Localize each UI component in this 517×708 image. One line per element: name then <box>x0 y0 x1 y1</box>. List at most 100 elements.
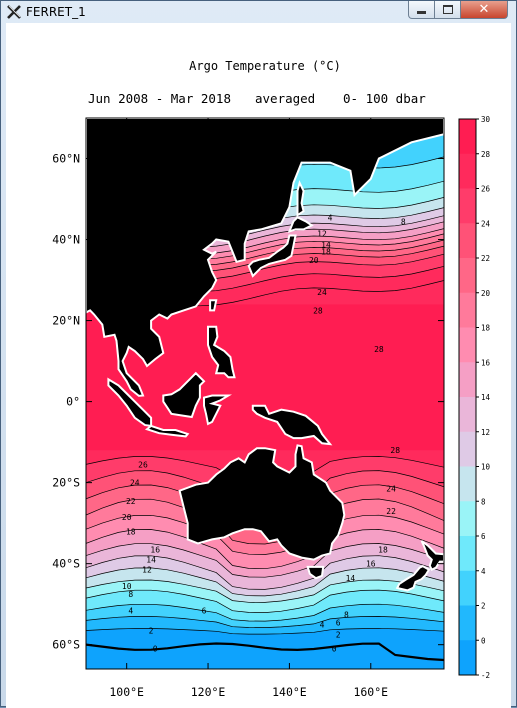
land-borneo <box>162 371 206 419</box>
depth-range-label: 0- 100 dbar <box>343 91 426 106</box>
contour-label: 8 <box>344 610 349 619</box>
colorbar-swatch <box>459 397 476 433</box>
contour-label: 0 <box>332 645 337 654</box>
colorbar-tick-label: 6 <box>481 532 486 541</box>
colorbar-tick-label: 0 <box>481 636 486 645</box>
land-taiwan <box>209 299 218 312</box>
isoline <box>86 579 444 603</box>
land-new-guinea <box>251 404 333 446</box>
time-range-label: Jun 2008 - Mar 2018 <box>88 91 231 106</box>
y-tick-label: 20°S <box>52 476 80 490</box>
contour-label: 10 <box>122 582 132 591</box>
averaged-label: averaged <box>255 91 315 106</box>
x-tick-label: 140°E <box>272 685 307 699</box>
contour-label: 8 <box>401 217 406 226</box>
colorbar-tick-label: 14 <box>481 393 491 402</box>
colorbar-tick-label: 22 <box>481 254 490 263</box>
land-hokkaido <box>287 216 314 234</box>
colorbar-tick-label: 26 <box>481 185 491 194</box>
plot-title: Argo Temperature (°C) <box>189 59 341 73</box>
colorbar-swatch <box>459 258 476 294</box>
contour-label: 22 <box>126 497 136 506</box>
colorbar-tick-label: -2 <box>481 671 490 680</box>
land-australia <box>178 444 346 561</box>
contour-label: 26 <box>138 460 148 469</box>
contour-label: 24 <box>130 479 140 488</box>
y-tick-label: 60°N <box>52 152 80 166</box>
isoline <box>86 589 444 613</box>
land-japan <box>247 234 297 278</box>
contour-label: 18 <box>126 527 136 536</box>
map-frame <box>85 117 445 670</box>
colorbar-swatch <box>459 119 476 155</box>
x-tick-label: 160°E <box>353 685 388 699</box>
colorbar-tick-label: 18 <box>481 324 491 333</box>
land-asia <box>86 118 444 397</box>
contour-label: 24 <box>386 485 396 494</box>
window-title: FERRET_1 <box>26 5 86 19</box>
land-mask <box>86 118 444 592</box>
isoline <box>86 628 444 635</box>
longitude-axis: 100°E 120°E 140°E 160°E <box>109 118 388 699</box>
maximize-button[interactable] <box>434 1 461 19</box>
contour-label: 2 <box>149 627 154 636</box>
colorbar-tick-label: 20 <box>481 289 491 298</box>
colorbar-tick-label: 30 <box>481 115 491 124</box>
contour-label: 6 <box>202 606 207 615</box>
colorbar-tick-label: 2 <box>481 602 486 611</box>
land-sulawesi <box>203 394 232 426</box>
latitude-axis: 60°N 40°N 20°N 0° 20°S 40°S 60°S <box>52 152 444 652</box>
contour-label: 14 <box>146 556 156 565</box>
isoline-zero <box>86 642 444 662</box>
minimize-button[interactable] <box>408 1 435 19</box>
temperature-map: 4 812141820242828282624222018161412108642… <box>86 118 444 669</box>
contour-label: 24 <box>317 288 327 297</box>
ferret-x-icon <box>7 5 21 19</box>
isoline <box>86 616 444 628</box>
plot-canvas-area: Argo Temperature (°C) Jun 2008 - Mar 201… <box>6 23 511 708</box>
y-tick-label: 40°S <box>52 557 80 571</box>
contour-label: 6 <box>336 618 341 627</box>
isoline <box>86 603 444 622</box>
colorbar-swatch <box>459 292 476 328</box>
contour-label: 12 <box>142 566 152 575</box>
x-tick-label: 100°E <box>109 685 144 699</box>
contour-label: 18 <box>321 248 331 257</box>
contour-label: 4 <box>320 620 325 629</box>
contour-label: 22 <box>386 507 396 516</box>
isoline <box>86 555 444 590</box>
land-nz-south <box>395 564 431 592</box>
colorbar-swatch <box>459 536 476 572</box>
contour-labels: 4 812141820242828282624222018161412108642… <box>122 213 406 653</box>
isoline <box>86 498 444 545</box>
maximize-icon <box>442 5 453 14</box>
isoline <box>86 514 444 555</box>
colorbar-swatch <box>459 327 476 363</box>
contour-label: 18 <box>378 546 388 555</box>
contour-label: 20 <box>122 513 132 522</box>
isoline <box>86 529 444 570</box>
contour-label: 4 <box>328 213 333 222</box>
contour-label: 28 <box>313 306 323 315</box>
colorbar-swatch <box>459 223 476 259</box>
colorbar-swatch <box>459 153 476 189</box>
contour-label: 4 <box>128 606 133 615</box>
colorbar-tick-label: 16 <box>481 358 491 367</box>
colorbar-tick-label: 28 <box>481 150 491 159</box>
colorbar-swatch <box>459 188 476 224</box>
contour-label: 2 <box>336 631 341 640</box>
isoline <box>86 543 444 578</box>
close-button[interactable]: ✕ <box>460 1 508 19</box>
title-bar[interactable]: FERRET_1 ✕ <box>1 1 516 23</box>
colorbar-tick-label: 8 <box>481 497 486 506</box>
colorbar-tick-label: 24 <box>481 219 491 228</box>
y-tick-label: 60°S <box>52 638 80 652</box>
colorbar-tick-label: 4 <box>481 567 486 576</box>
minimize-icon <box>417 11 426 14</box>
colorbar-swatch <box>459 501 476 537</box>
contour-label: 14 <box>346 574 356 583</box>
y-tick-label: 40°N <box>52 233 80 247</box>
colorbar-swatch <box>459 466 476 502</box>
